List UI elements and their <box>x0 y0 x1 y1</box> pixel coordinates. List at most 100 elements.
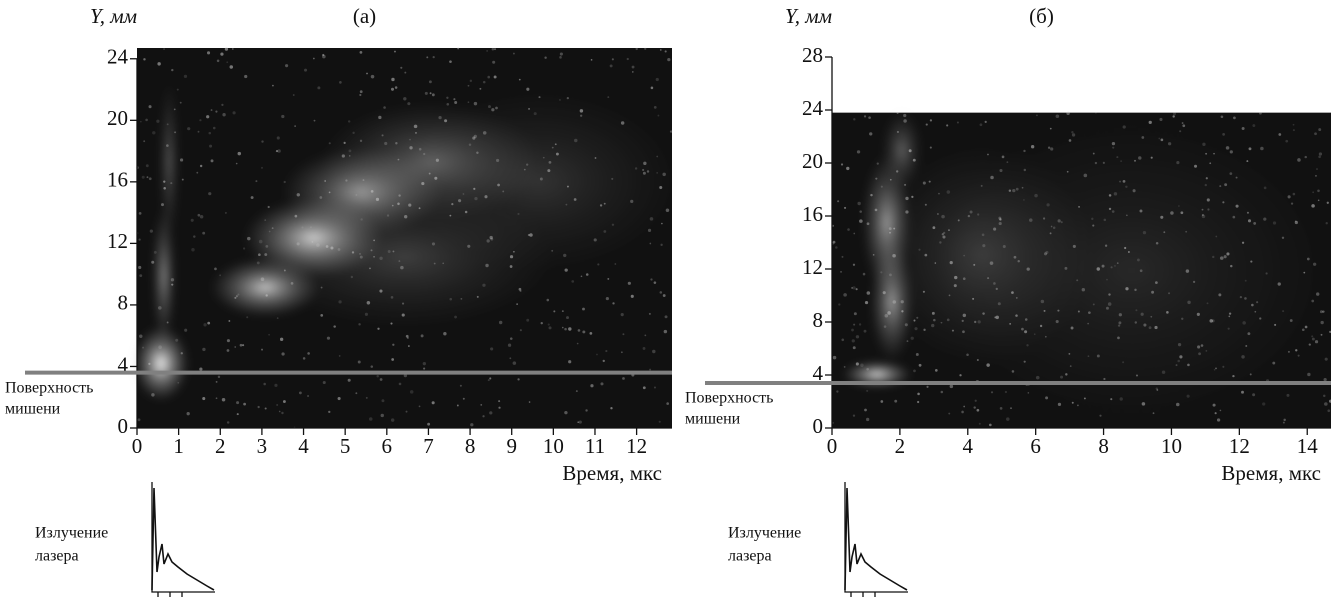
speckle <box>358 323 361 326</box>
speckle <box>659 291 663 294</box>
speckle <box>917 400 920 404</box>
speckle <box>1187 300 1191 305</box>
speckle <box>1259 317 1262 320</box>
inset-label: лазера <box>35 548 79 565</box>
speckle <box>268 333 271 336</box>
speckle <box>1055 319 1059 324</box>
speckle <box>1282 421 1285 424</box>
speckle <box>1179 355 1183 359</box>
speckle <box>568 360 572 364</box>
speckle <box>498 400 501 403</box>
speckle <box>1087 322 1090 325</box>
speckle <box>568 327 572 331</box>
speckle <box>1181 122 1184 124</box>
speckle <box>512 361 517 365</box>
speckle <box>498 320 503 325</box>
speckle <box>1108 194 1112 197</box>
speckle <box>621 351 623 354</box>
speckle <box>1272 361 1276 365</box>
speckle <box>298 391 302 395</box>
speckle <box>887 311 891 315</box>
speckle <box>622 377 625 380</box>
speckle <box>948 229 950 231</box>
speckle <box>1277 282 1281 286</box>
speckle <box>145 118 148 122</box>
speckle <box>285 64 289 68</box>
glow <box>133 325 190 402</box>
speckle <box>199 367 203 371</box>
speckle <box>420 334 424 338</box>
speckle <box>620 313 624 317</box>
speckle <box>1039 324 1043 328</box>
x-tick-label: 14 <box>1297 434 1319 458</box>
speckle <box>138 238 141 241</box>
speckle <box>473 134 477 138</box>
speckle <box>268 230 271 233</box>
speckle <box>664 315 668 319</box>
speckle <box>648 312 651 315</box>
speckle <box>171 283 174 286</box>
speckle <box>379 256 383 260</box>
speckle <box>1177 343 1182 347</box>
speckle <box>1052 226 1056 230</box>
speckle <box>931 323 935 328</box>
speckle <box>866 367 869 371</box>
speckle <box>580 275 583 278</box>
speckle <box>328 191 331 194</box>
speckle <box>409 138 411 141</box>
speckle <box>916 316 919 319</box>
speckle <box>1055 114 1060 119</box>
speckle <box>493 75 497 79</box>
speckle <box>1172 112 1177 116</box>
x-tick-label: 11 <box>585 434 605 458</box>
speckle <box>656 172 659 174</box>
speckle <box>1219 256 1224 260</box>
speckle <box>611 177 614 180</box>
speckle <box>373 255 375 258</box>
speckle <box>1021 327 1024 331</box>
speckle <box>1318 128 1322 132</box>
speckle <box>1168 292 1171 295</box>
speckle <box>903 119 907 123</box>
glow <box>398 91 679 271</box>
speckle <box>1247 332 1251 336</box>
speckle <box>1160 215 1164 219</box>
speckle <box>1251 303 1254 307</box>
speckle <box>564 268 568 272</box>
speckle <box>544 56 547 59</box>
speckle <box>564 410 568 415</box>
speckle <box>1155 387 1158 390</box>
speckle <box>585 273 589 276</box>
speckle <box>1033 333 1036 336</box>
speckle <box>261 140 264 143</box>
speckle <box>1083 397 1086 400</box>
speckle <box>1297 158 1301 162</box>
speckle <box>1110 398 1113 401</box>
speckle <box>207 321 211 325</box>
speckle <box>1246 211 1249 214</box>
speckle <box>852 263 856 266</box>
speckle <box>398 382 402 386</box>
speckle <box>498 406 501 409</box>
speckle <box>977 213 980 216</box>
speckle <box>969 210 973 214</box>
speckle <box>1155 281 1158 285</box>
speckle <box>330 246 334 250</box>
speckle <box>1027 392 1030 394</box>
speckle <box>220 52 224 56</box>
speckle <box>1036 114 1038 117</box>
speckle <box>929 119 933 122</box>
speckle <box>156 119 160 123</box>
speckle <box>554 143 557 146</box>
speckle <box>1030 145 1035 149</box>
speckle <box>1138 156 1142 160</box>
speckle <box>590 59 593 61</box>
speckle <box>328 410 331 414</box>
speckle <box>224 47 229 51</box>
speckle <box>317 86 321 90</box>
speckle <box>1326 201 1329 204</box>
speckle <box>462 397 465 400</box>
speckle <box>1205 177 1208 180</box>
speckle <box>370 189 374 193</box>
speckle <box>1216 418 1221 422</box>
